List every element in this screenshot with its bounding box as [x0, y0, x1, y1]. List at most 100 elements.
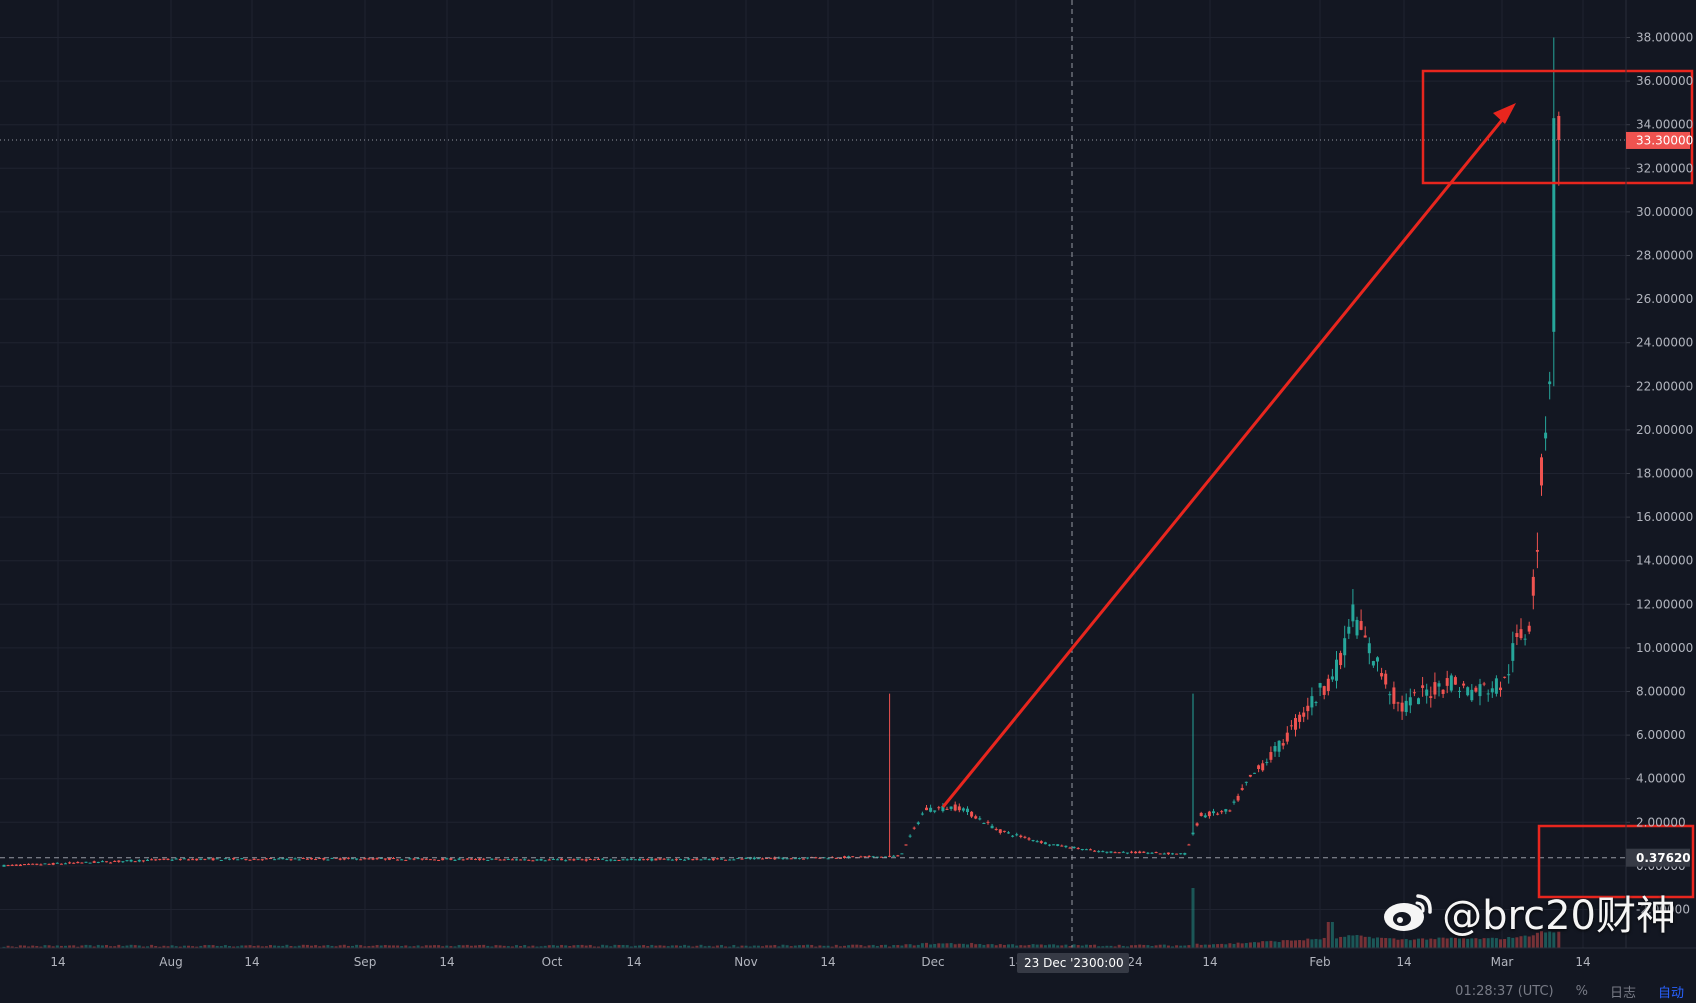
- volume-bar: [1162, 944, 1166, 948]
- watermark-text: @brc20财神: [1442, 893, 1676, 939]
- candle-body: [158, 858, 162, 860]
- volume-bar: [47, 945, 51, 948]
- candle-body: [806, 857, 810, 859]
- candle-body: [740, 858, 744, 860]
- volume-bar: [826, 945, 830, 948]
- volume-bar: [178, 946, 182, 948]
- volume-bar: [592, 946, 596, 948]
- volume-bar: [1285, 940, 1289, 948]
- volume-bar: [1035, 944, 1039, 948]
- candle-body: [1314, 702, 1318, 704]
- volume-bar: [1380, 937, 1384, 948]
- candle-body: [1548, 381, 1552, 385]
- volume-bar: [994, 945, 998, 948]
- volume-bar: [1326, 922, 1330, 948]
- candle-body: [469, 858, 473, 860]
- candle-body: [1171, 853, 1174, 855]
- volume-bar: [244, 945, 248, 948]
- volume-bar: [1232, 943, 1236, 948]
- candle-body: [1396, 702, 1400, 704]
- volume-bar: [100, 945, 104, 948]
- candle-body: [502, 859, 506, 861]
- volume-bar: [1093, 944, 1097, 948]
- candle-body: [998, 829, 1002, 833]
- volume-bar: [486, 945, 490, 948]
- candle-body: [379, 858, 383, 860]
- volume-bar: [228, 946, 231, 948]
- candle-body: [1322, 686, 1326, 695]
- candle-body: [535, 859, 539, 861]
- candle-body: [720, 858, 723, 860]
- volume-bar: [133, 945, 137, 948]
- auto-scale-toggle[interactable]: 自动: [1657, 985, 1684, 1001]
- candle-body: [908, 835, 912, 837]
- candle-body: [297, 859, 301, 861]
- candle-body: [342, 858, 346, 860]
- candle-body: [166, 858, 170, 860]
- candle-body: [1490, 688, 1494, 693]
- percent-toggle[interactable]: %: [1575, 983, 1588, 999]
- candle-body: [568, 859, 572, 861]
- log-scale-toggle[interactable]: 日志: [1609, 985, 1636, 1001]
- volume-bar: [1330, 922, 1334, 948]
- candle-body: [1330, 676, 1334, 680]
- candle-body: [486, 859, 490, 861]
- candle-body: [1162, 853, 1166, 855]
- volume-bar: [1523, 935, 1527, 948]
- volume-bar: [740, 945, 744, 948]
- volume-bar: [519, 945, 523, 948]
- volume-bar: [150, 944, 154, 948]
- volume-bar: [1429, 938, 1433, 948]
- candle-body: [859, 856, 863, 858]
- candle-body: [1039, 841, 1043, 843]
- volume-bar: [1158, 944, 1162, 948]
- candle-body: [478, 858, 482, 861]
- candle-body: [1343, 638, 1347, 656]
- volume-bar: [1310, 939, 1314, 948]
- candle-body: [1130, 851, 1133, 853]
- volume-bar: [1408, 940, 1412, 948]
- volume-bar: [1494, 938, 1498, 948]
- candle-body: [1318, 683, 1322, 688]
- volume-bar: [1527, 936, 1531, 948]
- candle-body: [199, 858, 203, 860]
- volume-bar: [621, 944, 625, 948]
- candle-body: [457, 858, 461, 860]
- candle-body: [1421, 685, 1425, 688]
- candle-body: [966, 808, 969, 813]
- candle-body: [851, 856, 855, 858]
- candle-body: [863, 856, 867, 858]
- candle-body: [371, 858, 375, 860]
- candle-body: [1166, 852, 1170, 855]
- candle-body: [1404, 700, 1408, 713]
- candle-body: [1384, 673, 1388, 685]
- volume-bar: [1519, 936, 1523, 948]
- candle-body: [699, 859, 703, 861]
- candle-body: [453, 859, 457, 861]
- volume-bar: [904, 944, 908, 948]
- candle-body: [330, 857, 334, 859]
- volume-bar: [371, 945, 375, 948]
- candle-body: [920, 813, 924, 815]
- annotation-box-top: [1421, 69, 1694, 185]
- volume-bar: [10, 946, 14, 948]
- volume-bar: [297, 945, 301, 948]
- volume-bar: [121, 946, 125, 948]
- candle-body: [834, 857, 838, 859]
- volume-bar: [908, 944, 912, 948]
- candle-body: [1289, 725, 1293, 727]
- candle-body: [1380, 673, 1384, 677]
- candle-body: [642, 859, 646, 861]
- volume-bar: [781, 944, 785, 948]
- candle-body: [1220, 811, 1224, 813]
- volume-bar: [1253, 942, 1256, 948]
- candle-body: [1523, 638, 1527, 640]
- candle-body: [219, 859, 223, 861]
- volume-bar: [248, 945, 252, 948]
- volume-bar: [543, 945, 547, 948]
- volume-bar: [1466, 938, 1470, 948]
- volume-bar: [1191, 888, 1195, 948]
- candle-body: [375, 858, 379, 860]
